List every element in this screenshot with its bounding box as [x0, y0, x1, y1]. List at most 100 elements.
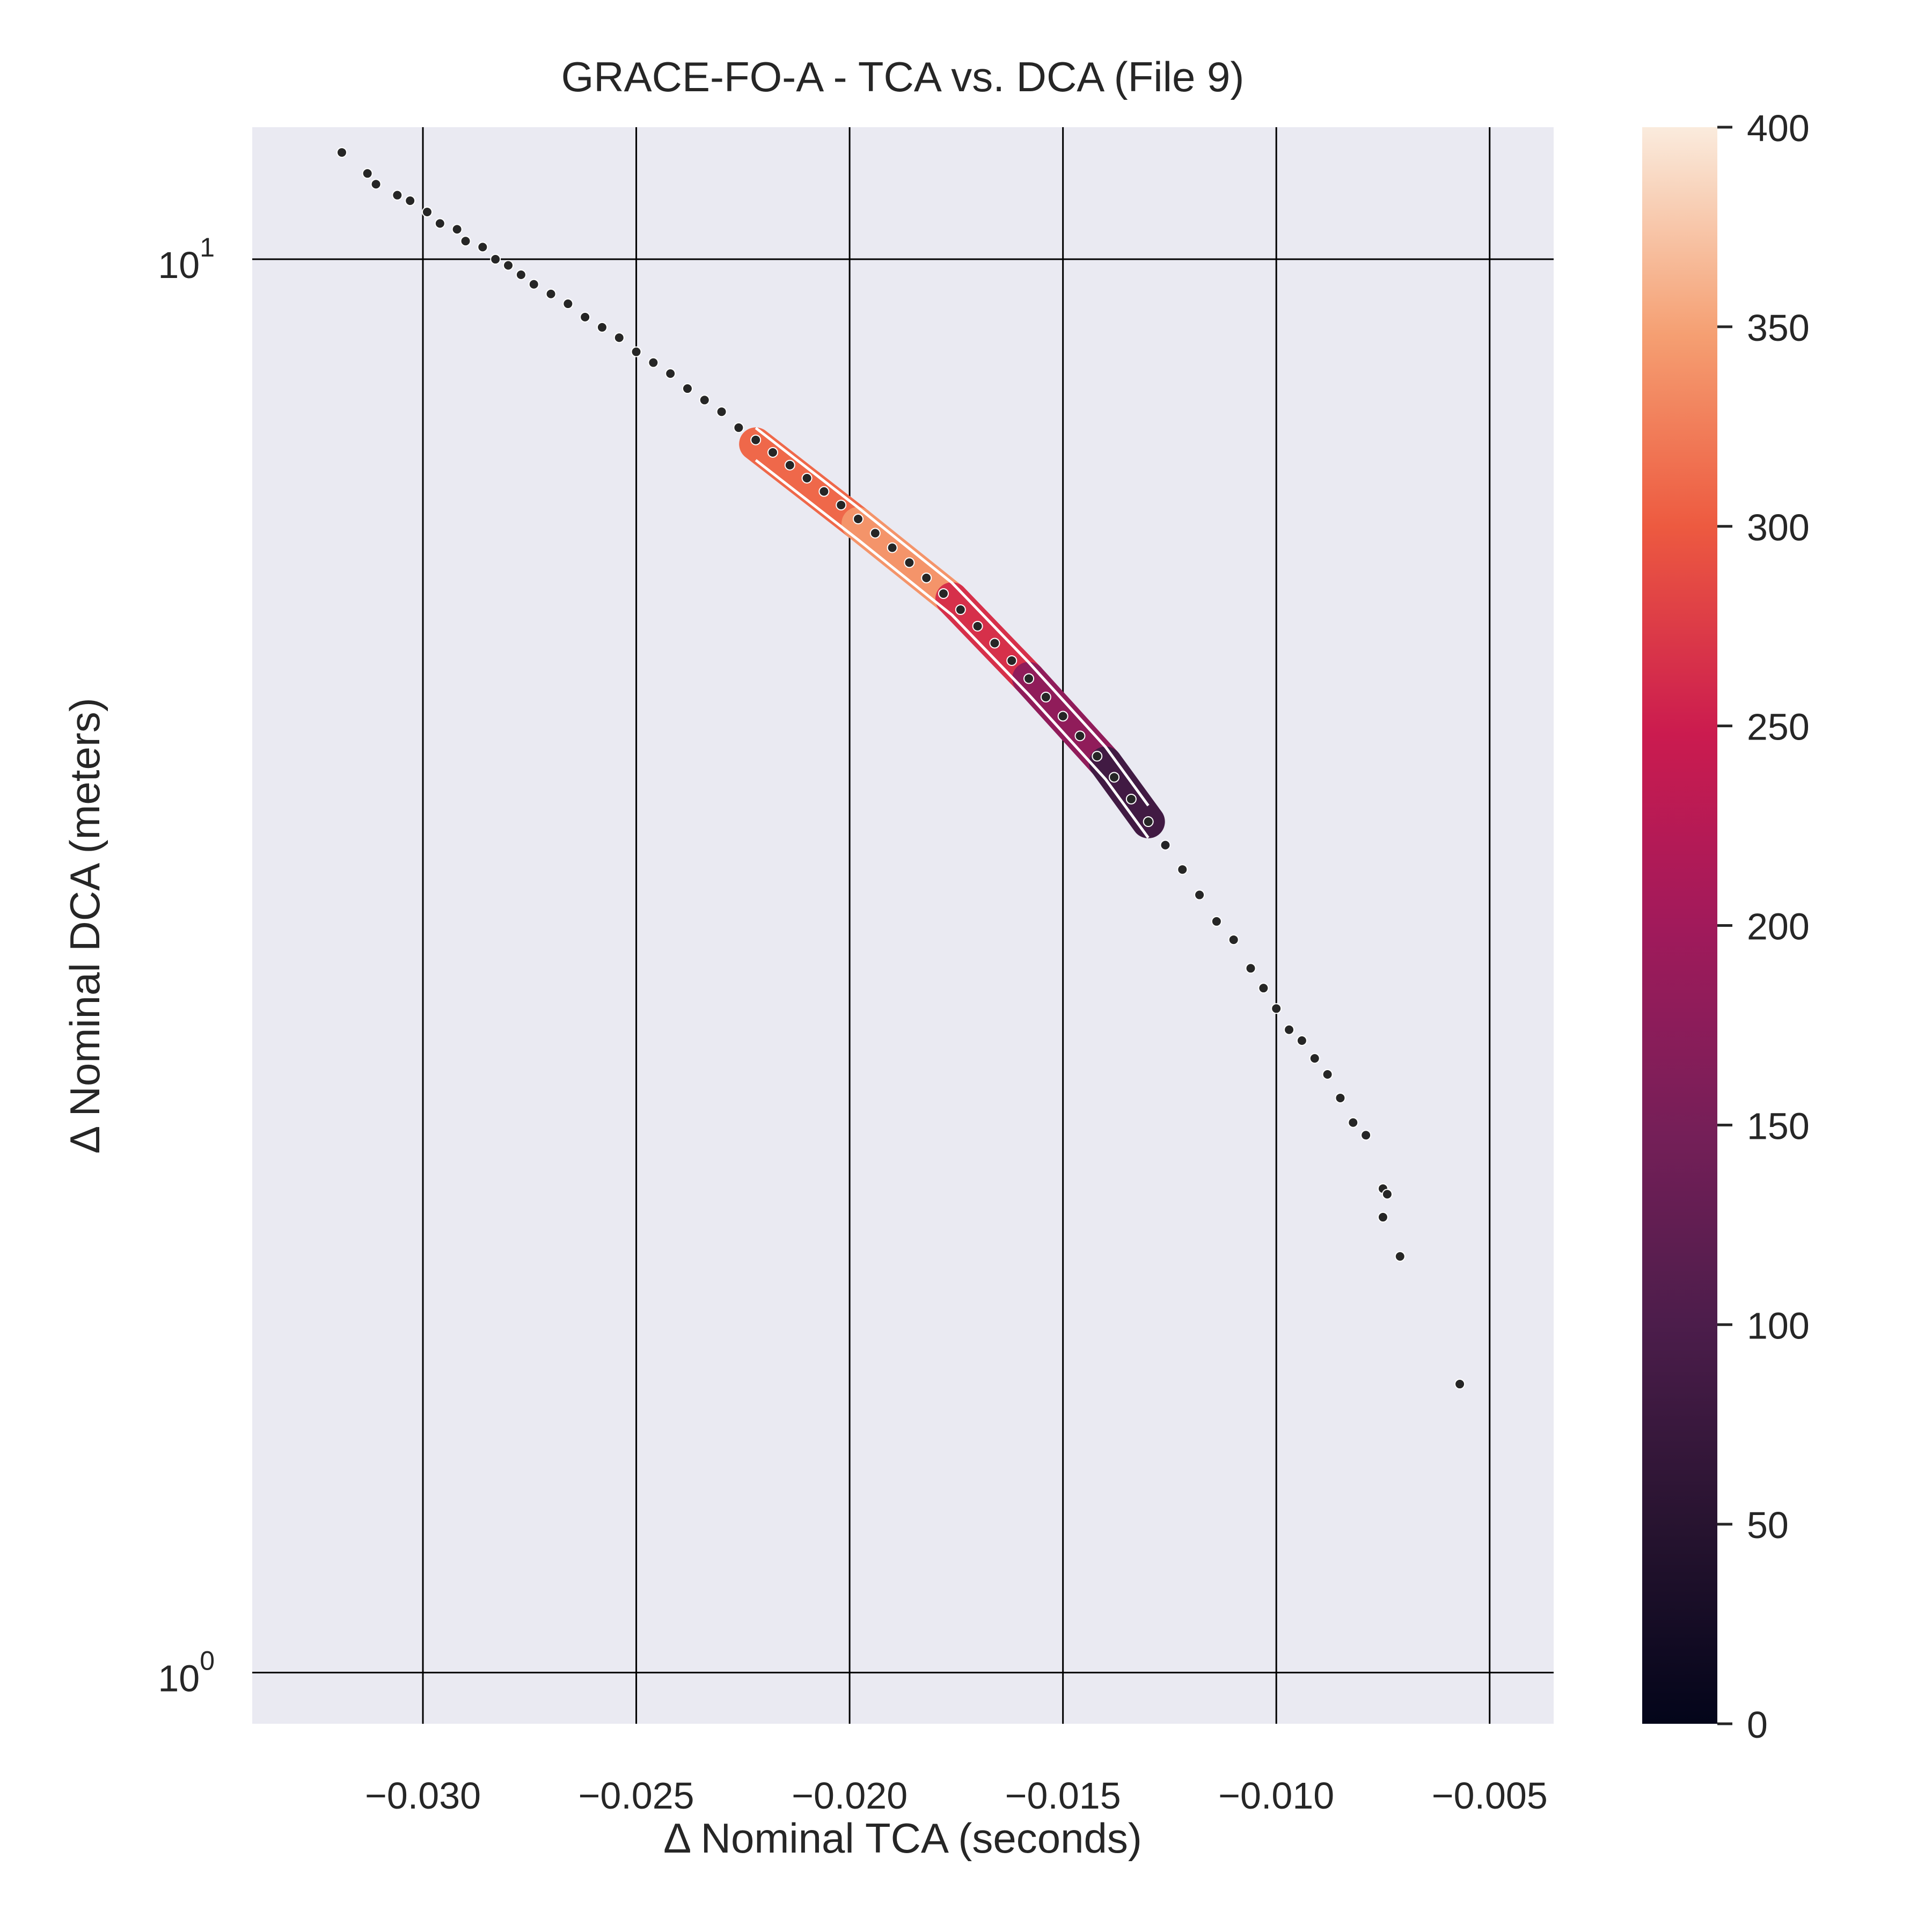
- data-point: [1348, 1117, 1359, 1128]
- data-point: [1377, 1212, 1388, 1223]
- x-tick-label: −0.005: [1432, 1775, 1548, 1817]
- data-point: [421, 207, 433, 218]
- colorbar-tick-label: 0: [1747, 1704, 1768, 1746]
- data-point: [699, 394, 710, 406]
- colorbar: [1642, 127, 1717, 1724]
- data-point: [1177, 864, 1188, 875]
- data-point: [989, 638, 1000, 649]
- data-point: [1160, 839, 1171, 851]
- x-tick-label: −0.015: [1005, 1775, 1121, 1817]
- y-tick-label: 100: [158, 1646, 215, 1700]
- x-axis-label: Δ Nominal TCA (seconds): [663, 1814, 1142, 1862]
- data-point: [1309, 1053, 1320, 1064]
- data-point: [648, 357, 659, 368]
- data-point: [545, 288, 557, 299]
- data-point: [1125, 793, 1137, 804]
- data-point: [1360, 1130, 1372, 1141]
- y-axis-label: Δ Nominal DCA (meters): [61, 698, 108, 1154]
- colorbar-tick-label: 300: [1747, 507, 1810, 548]
- data-point: [596, 321, 608, 333]
- data-point: [392, 189, 403, 201]
- data-point: [1057, 711, 1069, 722]
- colorbar-tick-label: 150: [1747, 1105, 1810, 1147]
- data-point: [836, 500, 847, 511]
- data-point: [1023, 673, 1035, 684]
- data-point: [1006, 655, 1018, 666]
- data-point: [1245, 963, 1256, 974]
- data-point: [1284, 1024, 1295, 1035]
- data-point: [818, 486, 830, 497]
- data-point: [665, 368, 676, 379]
- data-point: [682, 383, 693, 394]
- colorbar-tick-label: 200: [1747, 906, 1810, 948]
- data-point: [336, 147, 347, 158]
- data-point: [784, 459, 795, 471]
- colorbar-tick-label: 250: [1747, 706, 1810, 748]
- data-point: [503, 260, 514, 271]
- data-point: [767, 447, 778, 458]
- data-point: [1381, 1189, 1393, 1200]
- data-point: [1228, 934, 1239, 946]
- data-point: [477, 241, 488, 253]
- data-point: [1394, 1251, 1406, 1262]
- data-point: [1271, 1003, 1282, 1014]
- data-point: [853, 513, 864, 524]
- data-point: [1109, 772, 1120, 783]
- data-point: [1454, 1379, 1466, 1390]
- data-point: [405, 195, 416, 207]
- data-point: [955, 604, 966, 616]
- scatter-points: [336, 147, 1466, 1390]
- y-tick-labels: 100 101: [158, 232, 215, 1700]
- data-point: [1040, 691, 1051, 702]
- colorbar-tick-label: 100: [1747, 1305, 1810, 1346]
- colorbar-tick-label: 400: [1747, 107, 1810, 149]
- data-point: [515, 269, 526, 280]
- data-point: [972, 620, 983, 632]
- x-tick-label: −0.030: [365, 1775, 481, 1817]
- data-point: [1296, 1035, 1307, 1046]
- data-point: [733, 422, 744, 433]
- contour-lower: [755, 459, 1150, 839]
- data-point: [434, 218, 445, 229]
- data-point: [528, 279, 539, 290]
- data-point: [1194, 889, 1205, 901]
- data-point: [1335, 1092, 1346, 1103]
- data-point: [1322, 1069, 1333, 1080]
- contour-upper: [755, 427, 1150, 807]
- data-point: [801, 472, 813, 484]
- data-point: [562, 298, 574, 310]
- x-tick-labels: −0.030 −0.025 −0.020 −0.015 −0.010 −0.005: [365, 1775, 1548, 1817]
- data-point: [490, 254, 501, 265]
- x-tick-label: −0.010: [1218, 1775, 1334, 1817]
- grid-lines: [252, 127, 1554, 1724]
- data-point: [921, 572, 932, 583]
- data-point: [1092, 751, 1103, 762]
- data-point: [1211, 916, 1222, 927]
- data-point: [460, 236, 471, 247]
- data-point: [451, 224, 463, 235]
- plot-area: [252, 127, 1554, 1724]
- data-point: [580, 311, 591, 323]
- colorbar-tick-label: 350: [1747, 307, 1810, 349]
- data-point: [750, 434, 762, 445]
- x-tick-label: −0.020: [792, 1775, 908, 1817]
- x-tick-label: −0.025: [579, 1775, 694, 1817]
- y-tick-label: 101: [158, 232, 215, 286]
- colorbar-tick-label: 50: [1747, 1504, 1789, 1546]
- data-point: [887, 542, 898, 553]
- data-point: [362, 168, 373, 179]
- chart-title: GRACE-FO-A - TCA vs. DCA (File 9): [561, 53, 1245, 100]
- data-point: [716, 406, 727, 418]
- data-point: [1143, 816, 1154, 828]
- data-point: [1258, 983, 1269, 994]
- data-point: [370, 179, 382, 190]
- data-point: [613, 332, 625, 343]
- colorbar-ticks: 0 50 100 150 200 250 300 350 400: [1717, 107, 1810, 1746]
- density-segment-3: [1012, 662, 1123, 780]
- data-point: [1074, 730, 1086, 742]
- data-point: [869, 528, 881, 539]
- data-point: [938, 588, 949, 599]
- data-point: [631, 346, 642, 357]
- data-point: [904, 557, 915, 568]
